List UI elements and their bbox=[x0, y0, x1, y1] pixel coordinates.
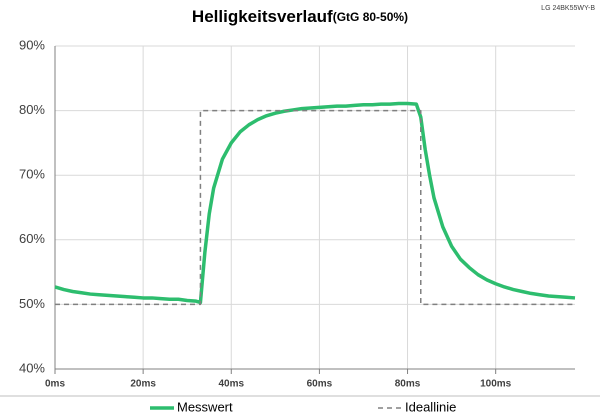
legend-label: Messwert bbox=[177, 399, 233, 414]
y-tick-label: 40% bbox=[19, 360, 45, 375]
y-tick-label: 80% bbox=[19, 102, 45, 117]
x-tick-label: 100ms bbox=[480, 379, 512, 390]
chart-title-group: Helligkeitsverlauf(GtG 80-50%) bbox=[192, 7, 408, 26]
x-tick-label: 20ms bbox=[130, 379, 156, 390]
chart-title: Helligkeitsverlauf bbox=[192, 7, 333, 26]
x-tick-label: 40ms bbox=[218, 379, 244, 390]
legend-label: Ideallinie bbox=[405, 399, 456, 414]
x-tick-label: 60ms bbox=[307, 379, 333, 390]
x-tick-label: 0ms bbox=[45, 379, 65, 390]
y-tick-label: 70% bbox=[19, 167, 45, 182]
y-tick-label: 60% bbox=[19, 231, 45, 246]
series-line bbox=[54, 101, 576, 305]
y-tick-label: 90% bbox=[19, 37, 45, 52]
chart-subtitle: (GtG 80-50%) bbox=[333, 10, 408, 24]
series-line bbox=[55, 109, 575, 306]
y-tick-label: 50% bbox=[19, 296, 45, 311]
x-tick-label: 80ms bbox=[395, 379, 421, 390]
annotation: LG 24BK55WY-B bbox=[541, 5, 595, 12]
